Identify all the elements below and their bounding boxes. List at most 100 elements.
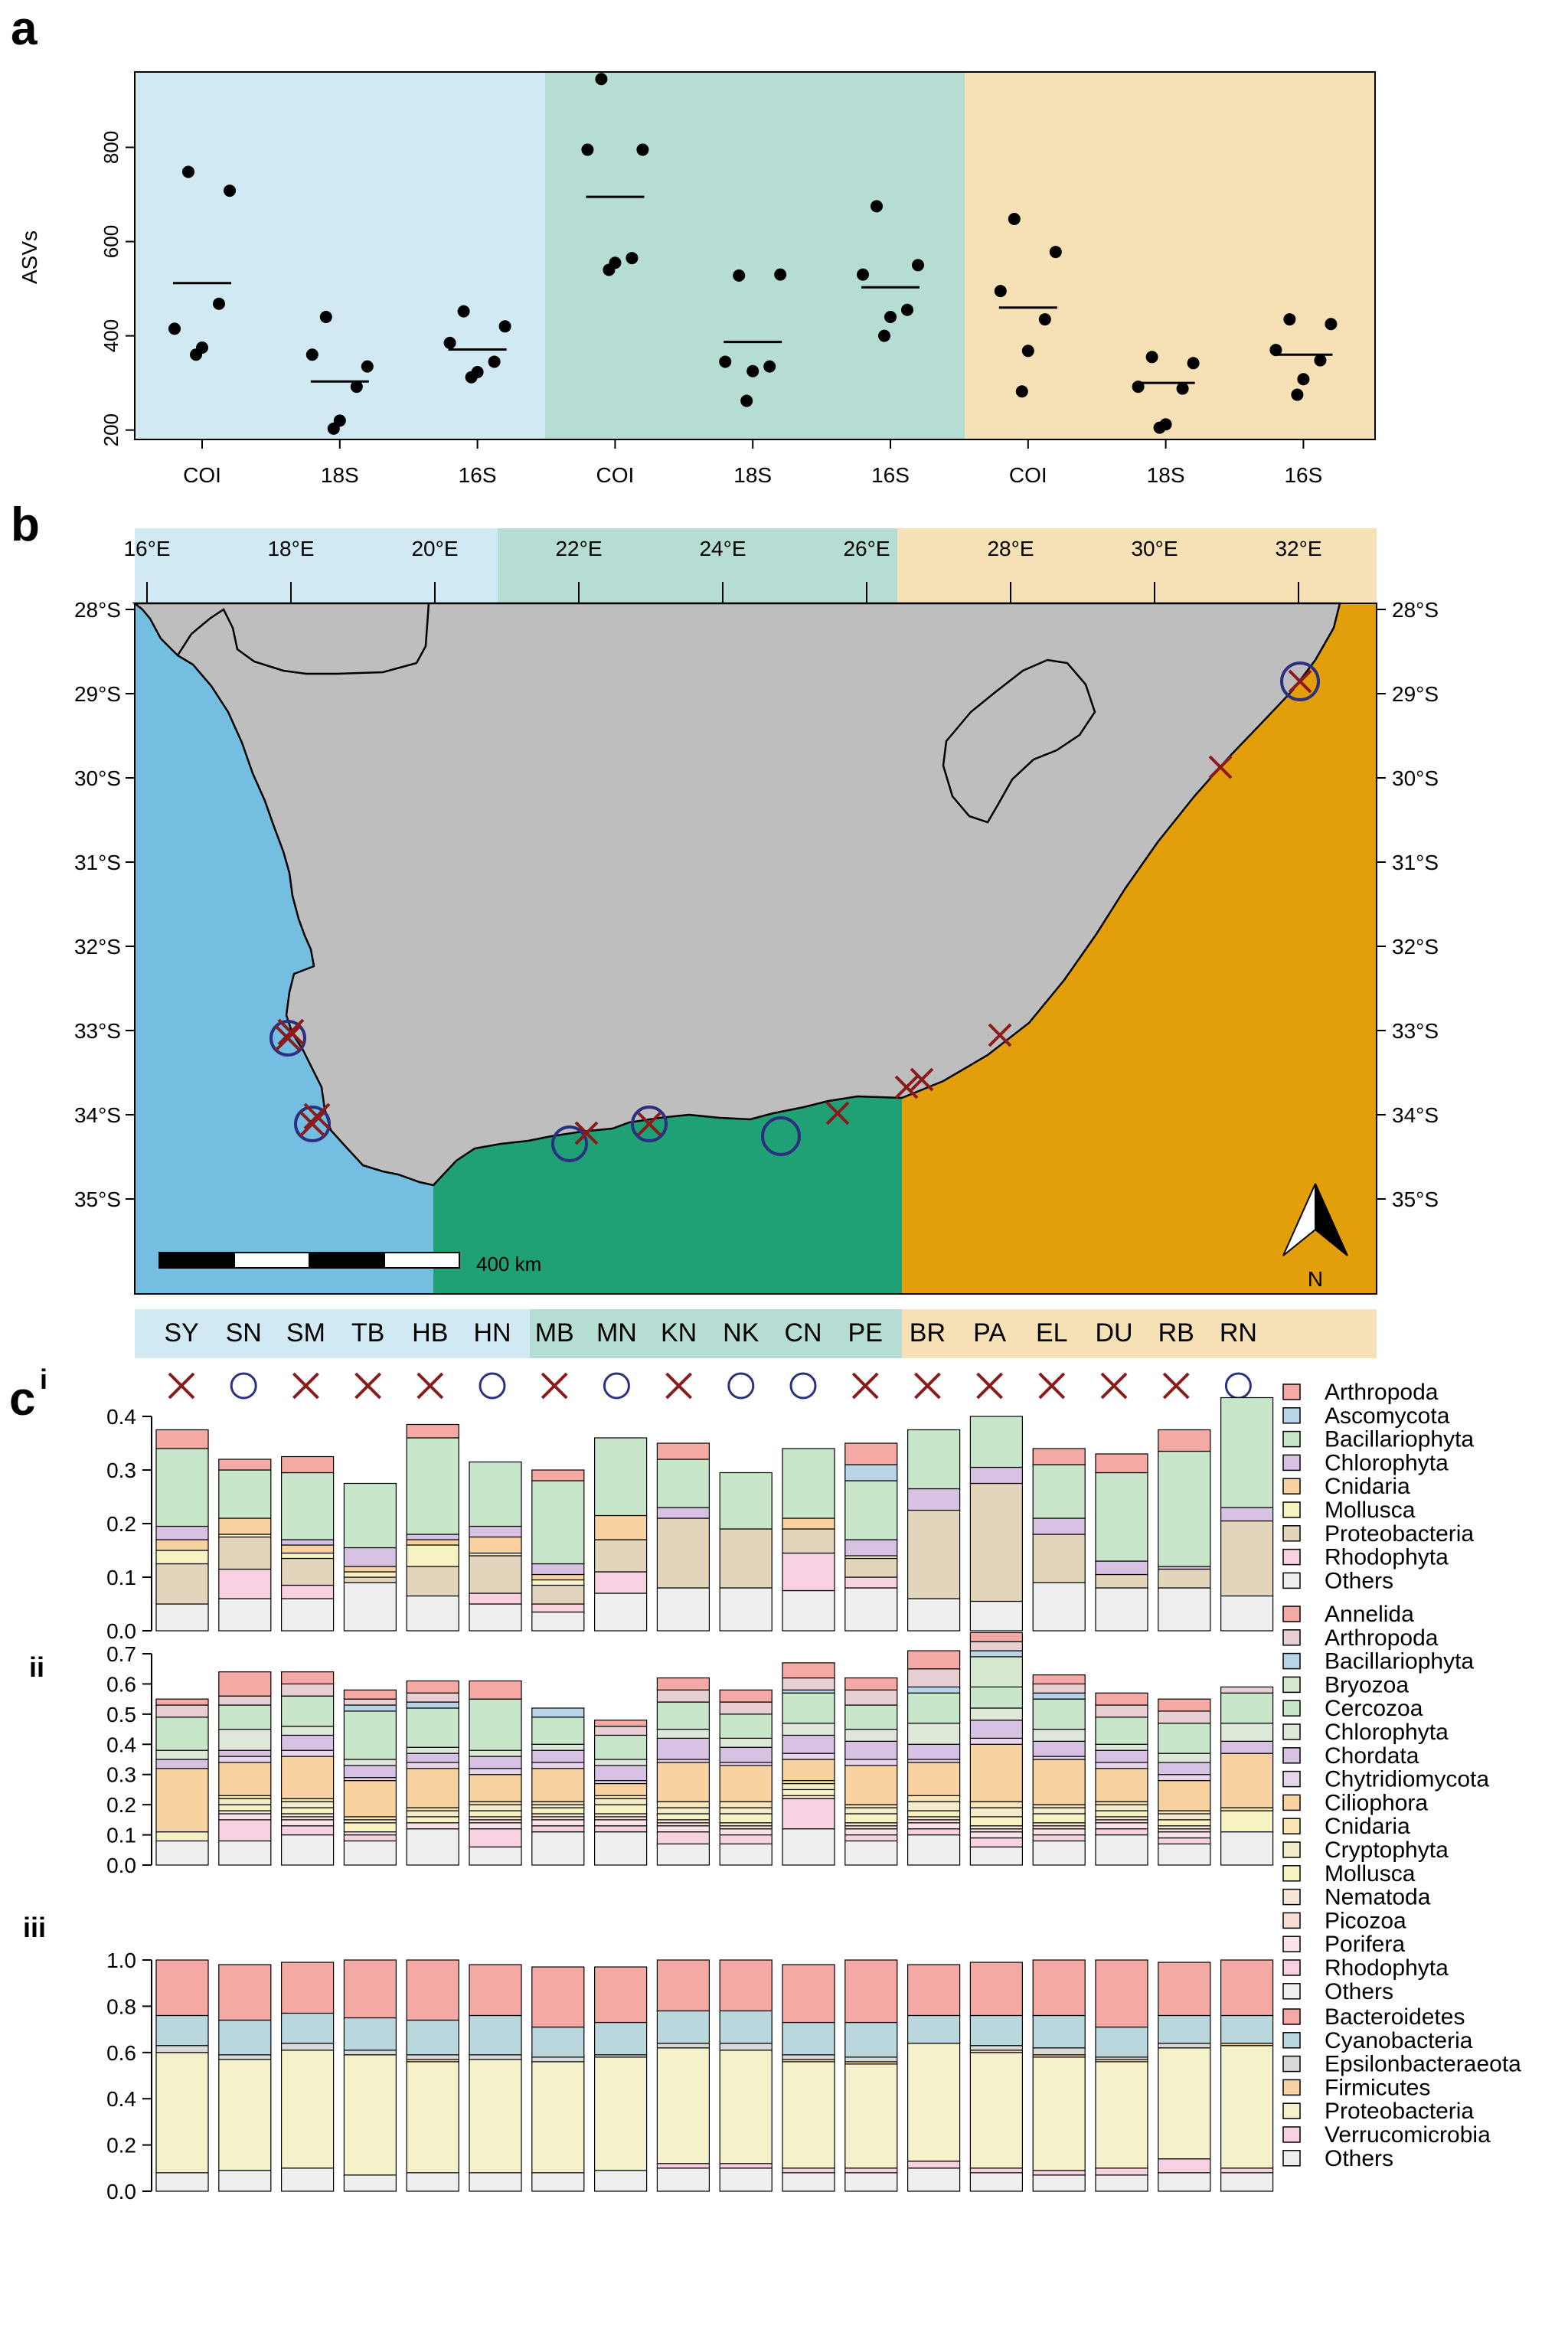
bar-segment	[782, 1798, 835, 1830]
lon-tick-label: 22°E	[555, 537, 602, 560]
map-site-circle	[761, 1116, 801, 1156]
site-circle-icon	[1224, 1372, 1252, 1400]
legend-label: Bacillariophyta	[1325, 1649, 1474, 1674]
bar-segment	[531, 1966, 585, 2028]
bar-segment	[281, 1749, 335, 1757]
site-code: SY	[164, 1318, 198, 1348]
legend-swatch	[1282, 2032, 1301, 2049]
bar-segment	[1032, 1813, 1086, 1824]
bar-segment	[343, 1759, 397, 1766]
bar-segment	[406, 2019, 459, 2056]
bar-segment	[531, 1584, 585, 1605]
bar-segment	[343, 1571, 397, 1578]
bar-segment	[155, 1717, 209, 1751]
bar-segment	[281, 1552, 335, 1560]
bar-segment	[343, 1780, 397, 1818]
site-code: RB	[1158, 1318, 1194, 1348]
bar-segment	[969, 1466, 1024, 1485]
bar-segment	[1095, 2026, 1148, 2058]
legend-swatch	[1282, 1501, 1301, 1518]
legend-label: Cnidaria	[1325, 1474, 1410, 1499]
bar-segment	[844, 1834, 898, 1842]
panel-c-i-stacked-bars: 0.0 0.1 0.2 0.3 0.4 ArthropodaAscomycotaBacil…	[106, 1380, 1474, 1643]
bar-segment	[155, 1768, 209, 1833]
legend-label: Cryptophyta	[1325, 1838, 1449, 1863]
bar-segment	[1032, 1959, 1086, 2017]
bar-segment	[656, 1507, 710, 1519]
bar-segment	[218, 1804, 272, 1811]
bar-segment	[656, 1701, 710, 1730]
bar-segment	[406, 1828, 459, 1866]
panel-a-asv-plot: ASVs 200 400 600 800 COI 18S 16S COI 18S 16S COI 1…	[18, 71, 1376, 487]
x-tick-label: COI	[183, 463, 221, 487]
bar-segment	[406, 1746, 459, 1754]
bar-segment	[155, 1759, 209, 1769]
bar-segment	[844, 1557, 898, 1578]
bar-segment	[656, 1689, 710, 1703]
bar-segment	[969, 1743, 1024, 1802]
y-tick-label: 0.2	[106, 1512, 136, 1536]
bar-segment	[906, 1743, 961, 1760]
bar-segment	[1220, 1959, 1274, 2017]
legend-label: Others	[1325, 1568, 1393, 1593]
lon-tick-label: 26°E	[843, 537, 890, 560]
map-site-circle	[551, 1125, 588, 1162]
bar-segment	[844, 1677, 898, 1690]
y-tick-label: 0.6	[106, 1672, 136, 1696]
bar-segment	[906, 2014, 961, 2044]
bar-segment	[531, 1573, 585, 1581]
lon-tick-label: 32°E	[1275, 537, 1321, 560]
bar-segment	[969, 1846, 1024, 1866]
bar-segment	[1032, 2014, 1086, 2049]
bar-segment	[281, 1962, 335, 2014]
bar-segment	[1220, 1686, 1274, 1694]
bar-segment	[906, 1668, 961, 1687]
bar-segment	[593, 2056, 648, 2171]
bar-segment	[593, 1514, 648, 1540]
data-point	[636, 143, 649, 156]
bar-segment	[469, 1698, 522, 1751]
bar-segment	[281, 2167, 335, 2192]
data-point	[1269, 344, 1282, 357]
bar-segment	[469, 2014, 522, 2056]
bar-segment	[969, 1416, 1024, 1468]
panel-c-iii-stacked-bars: 0.0 0.2 0.4 0.6 0.8 1.0 BacteroidetesCyanobact…	[106, 1949, 1521, 2203]
legend-swatch	[1282, 1652, 1301, 1670]
bar-segment	[469, 2059, 522, 2174]
bar-segment	[1095, 1822, 1148, 1830]
map-site-cross	[894, 1067, 934, 1099]
map-site-cross	[299, 1102, 331, 1138]
lon-tick-label: 18°E	[267, 537, 314, 560]
bar-segment	[844, 1959, 898, 2024]
legend-label: Chytridiomycota	[1325, 1767, 1489, 1792]
bar-segment	[969, 1632, 1024, 1642]
bar-segment	[218, 1813, 272, 1821]
panel-label-a: a	[11, 2, 38, 55]
data-point	[733, 269, 746, 282]
bar-segment	[469, 1592, 522, 1605]
bar-segment	[343, 1482, 397, 1549]
bar-segment	[155, 1429, 209, 1449]
data-point	[190, 348, 202, 361]
bar-segment	[844, 1587, 898, 1632]
bar-segment	[844, 1576, 898, 1589]
bar-segment	[218, 1598, 272, 1632]
legend-swatch	[1282, 2150, 1301, 2167]
y-tick-label: 200	[100, 413, 122, 446]
bar-segment	[1158, 2158, 1211, 2174]
legend-label: Chordata	[1325, 1743, 1419, 1769]
north-label: N	[1308, 1267, 1323, 1291]
data-point	[912, 259, 924, 272]
bar-segment	[782, 1828, 835, 1866]
site-code: NK	[723, 1318, 760, 1348]
bar-segment	[593, 1798, 648, 1805]
bar-segment	[406, 1816, 459, 1824]
bar-segment	[719, 1959, 773, 2012]
bar-segment	[593, 1966, 648, 2024]
data-point	[213, 297, 225, 310]
bar-segment	[218, 1749, 272, 1757]
bar-segment	[155, 2014, 209, 2047]
site-cross-icon	[1100, 1372, 1128, 1400]
bar-segment	[1220, 1692, 1274, 1724]
bar-segment	[1158, 1710, 1211, 1724]
